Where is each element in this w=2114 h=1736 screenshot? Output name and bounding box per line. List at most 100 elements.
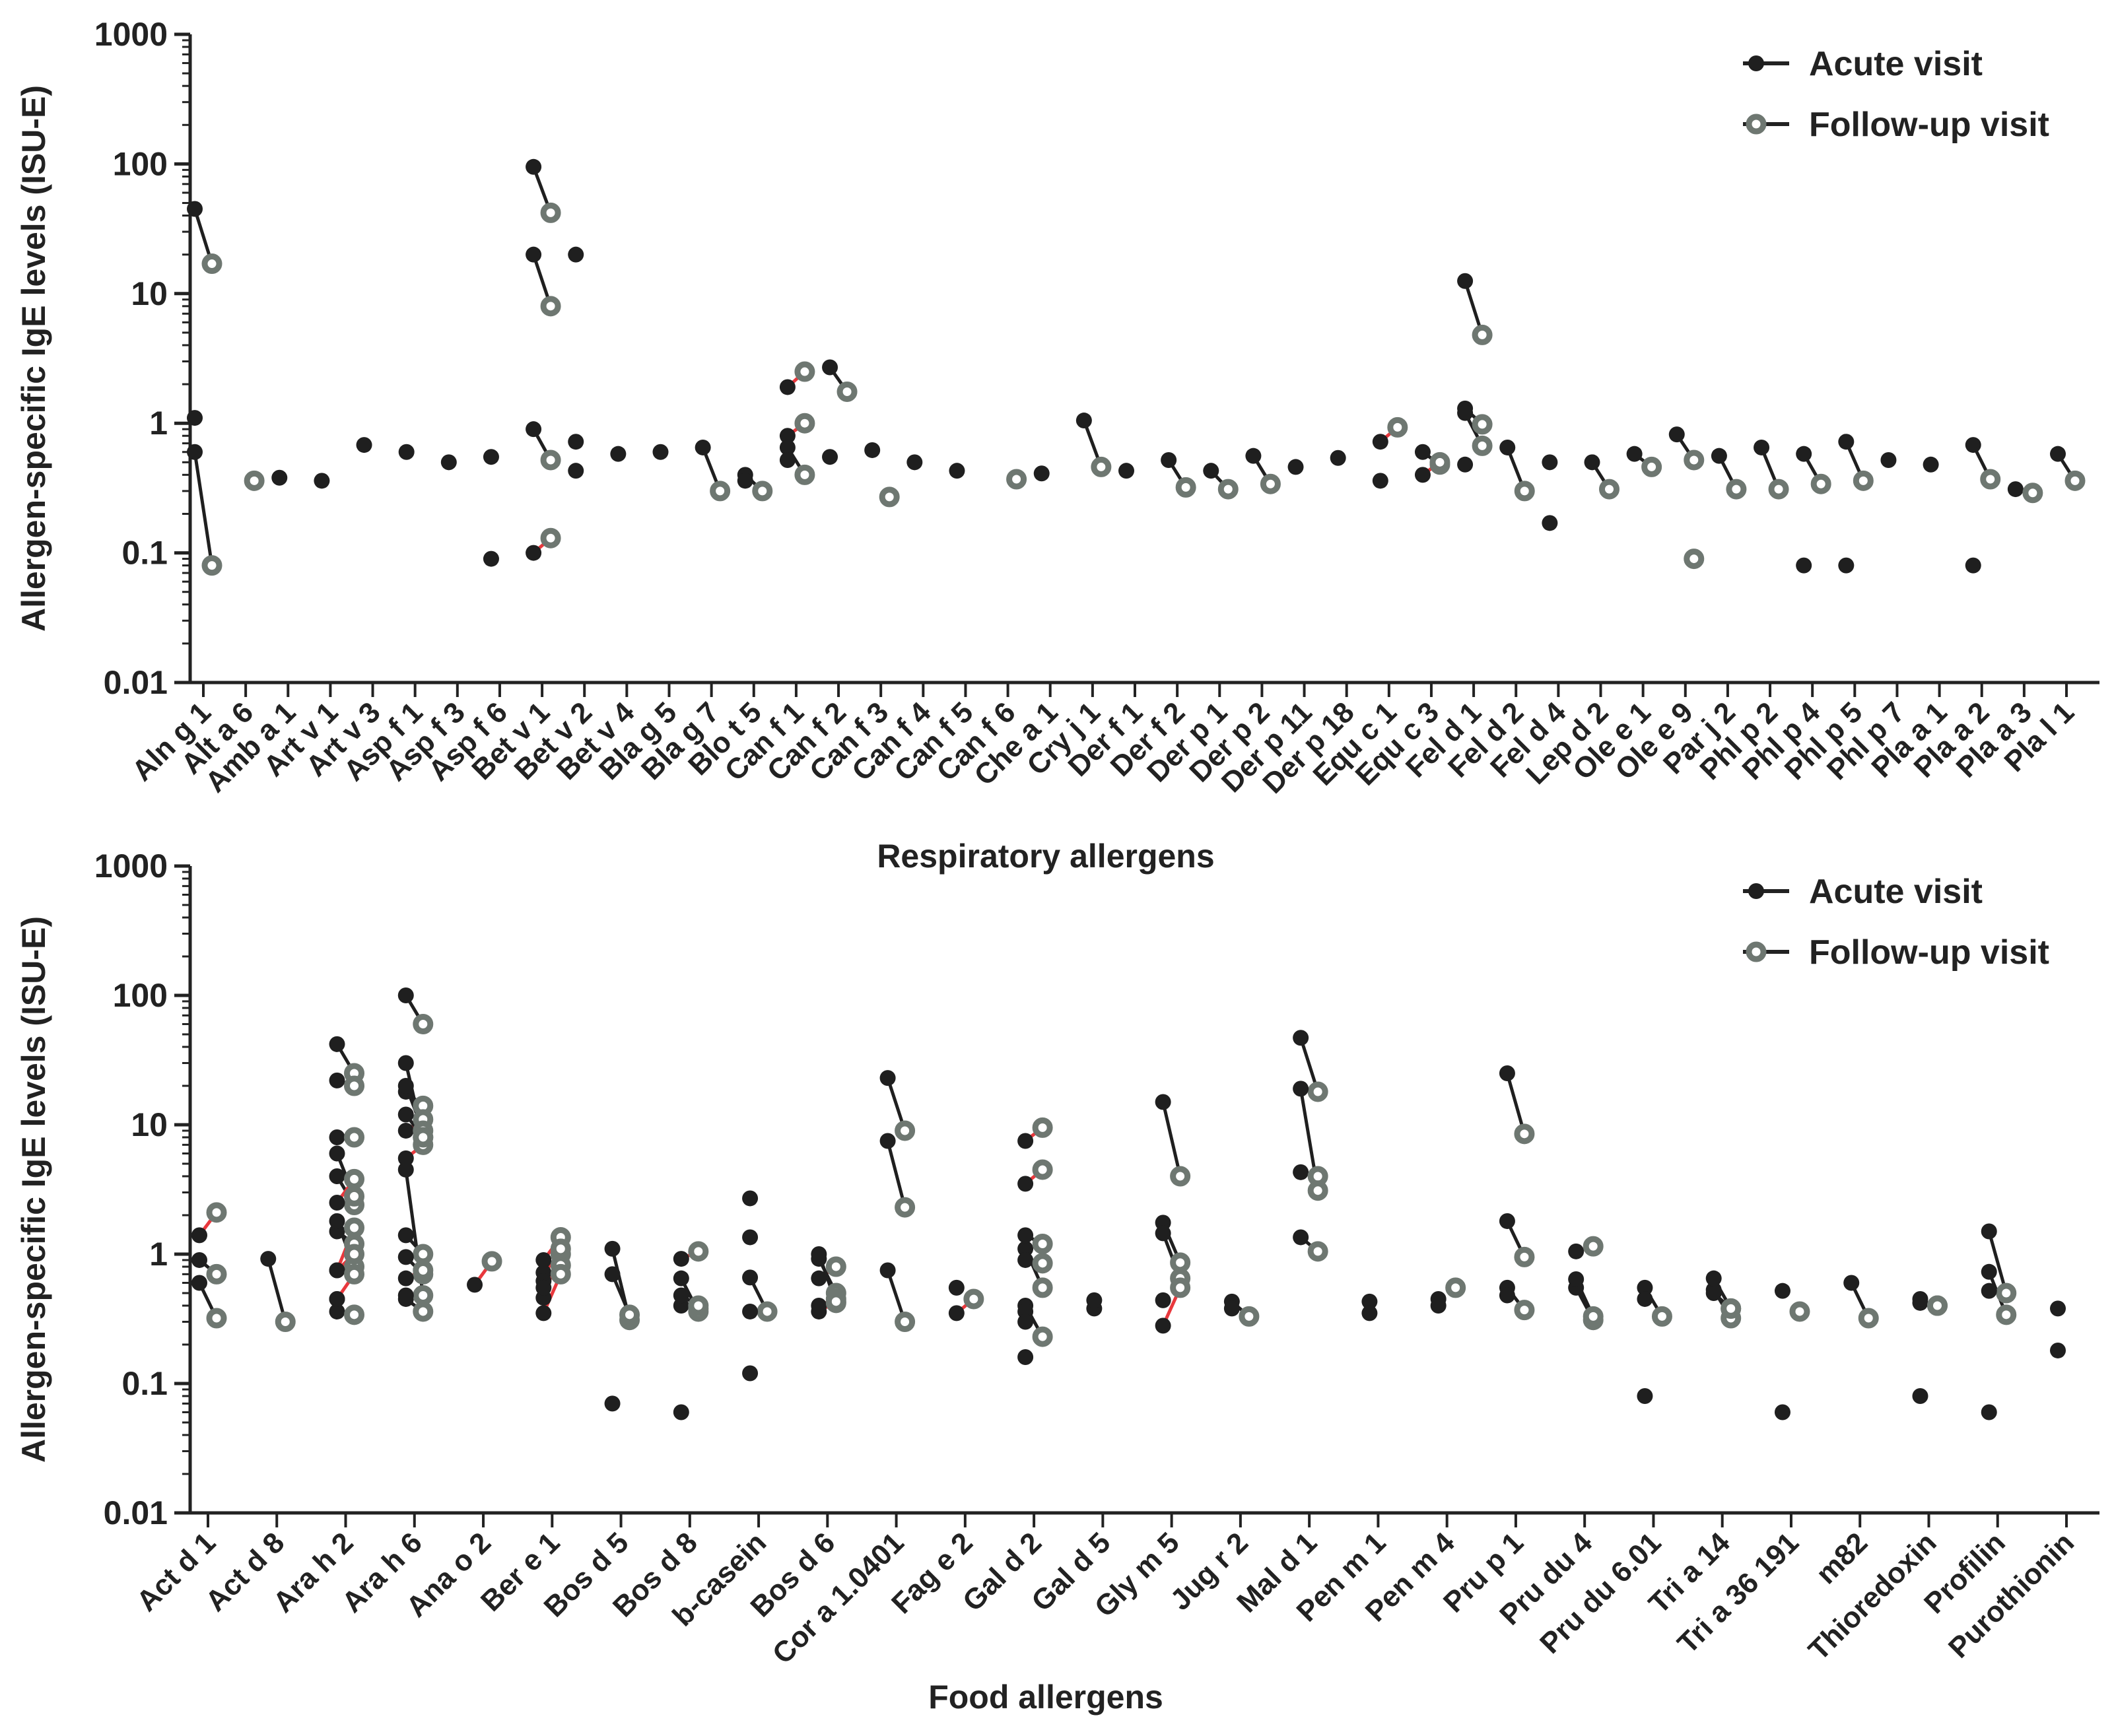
y-tick-label: 0.1	[121, 535, 168, 572]
acute-point	[329, 1262, 345, 1279]
followup-point	[794, 413, 815, 434]
acute-point	[397, 1287, 414, 1304]
followup-point	[206, 1202, 227, 1223]
acute-point	[673, 1270, 689, 1286]
acute-point	[329, 1145, 345, 1162]
acute-point	[1155, 1094, 1171, 1110]
acute-point	[1668, 426, 1685, 443]
y-tick-label: 10	[131, 1106, 168, 1143]
followup-point	[1810, 473, 1831, 494]
acute-point	[1075, 413, 1092, 429]
followup-point	[1429, 451, 1450, 473]
acute-point	[535, 1252, 552, 1268]
acute-point	[568, 246, 584, 263]
acute-point	[260, 1251, 277, 1267]
acute-point	[1017, 1240, 1034, 1257]
pair-line	[886, 1140, 907, 1208]
followup-point	[1091, 456, 1112, 477]
followup-point	[895, 1120, 916, 1141]
acute-point	[1293, 1229, 1309, 1246]
acute-point	[779, 439, 796, 455]
acute-point	[742, 1269, 759, 1286]
acute-point	[879, 1070, 896, 1086]
acute-point	[1499, 1287, 1515, 1304]
y-tick-label: 1	[149, 1236, 168, 1273]
acute-point	[1912, 1387, 1928, 1404]
acute-point	[1155, 1225, 1171, 1242]
followup-point	[344, 1075, 365, 1096]
followup-point	[1307, 1180, 1328, 1201]
pair-line	[1505, 1073, 1526, 1135]
acute-point	[2050, 1300, 2066, 1317]
acute-point	[191, 1252, 207, 1268]
acute-point	[1033, 465, 1050, 482]
followup-point	[1032, 1326, 1053, 1347]
acute-point	[779, 428, 796, 444]
y-tick-label: 0.01	[104, 1494, 168, 1531]
legend-acute-marker	[1748, 55, 1764, 71]
followup-point	[2022, 483, 2043, 504]
followup-point	[540, 296, 561, 317]
acute-point	[1637, 1279, 1653, 1296]
x-axis-label: Respiratory allergens	[877, 838, 1214, 875]
acute-point	[1414, 444, 1431, 460]
acute-point	[329, 1072, 345, 1088]
followup-point	[206, 1263, 227, 1285]
y-tick-label: 0.01	[104, 664, 168, 701]
followup-point	[1472, 324, 1493, 345]
acute-point	[1293, 1081, 1309, 1097]
acute-point	[906, 454, 923, 471]
acute-point	[398, 444, 415, 460]
followup-point	[895, 1311, 916, 1332]
legend-label: Follow-up visit	[1809, 933, 2049, 972]
y-tick-label: 100	[113, 977, 168, 1014]
followup-point	[1032, 1117, 1053, 1138]
acute-point	[2050, 1342, 2066, 1358]
acute-point	[1430, 1297, 1447, 1314]
followup-point	[275, 1311, 296, 1332]
acute-point	[1293, 1030, 1309, 1046]
followup-point	[1996, 1304, 2017, 1325]
y-tick-label: 1000	[94, 848, 168, 885]
followup-point	[1684, 450, 1705, 471]
acute-point	[1330, 450, 1346, 466]
acute-point	[397, 1227, 414, 1244]
followup-point	[1996, 1283, 2017, 1304]
acute-point	[397, 1270, 414, 1286]
acute-point	[949, 463, 965, 479]
followup-point	[344, 1244, 365, 1265]
acute-point	[811, 1270, 827, 1286]
acute-point	[948, 1305, 965, 1321]
followup-point	[1170, 1252, 1191, 1273]
acute-point	[187, 444, 203, 460]
followup-point	[1032, 1233, 1053, 1254]
acute-point	[1880, 451, 1897, 468]
y-axis-label: Allergen-specific IgE levels (ISU-E)	[15, 85, 52, 632]
acute-point	[1542, 454, 1558, 471]
acute-point	[568, 434, 584, 450]
acute-point	[779, 379, 796, 395]
followup-point	[550, 1238, 571, 1259]
followup-point	[481, 1251, 502, 1272]
acute-point	[397, 1161, 414, 1178]
acute-point	[1499, 439, 1516, 455]
y-tick-label: 1	[149, 405, 168, 442]
followup-point	[206, 1308, 227, 1329]
y-tick-label: 100	[113, 145, 168, 182]
acute-point	[2050, 446, 2066, 462]
followup-point	[879, 486, 900, 508]
followup-point	[1726, 479, 1747, 500]
followup-point	[1721, 1298, 1742, 1319]
acute-point	[1223, 1300, 1240, 1317]
acute-point	[1361, 1305, 1378, 1321]
followup-point	[201, 555, 222, 576]
acute-point	[1705, 1270, 1722, 1286]
acute-point	[1626, 446, 1643, 462]
acute-point	[1155, 1318, 1171, 1334]
followup-point	[794, 361, 815, 382]
followup-point	[1514, 1123, 1535, 1145]
acute-point	[526, 545, 542, 561]
acute-point	[191, 1227, 207, 1244]
acute-point	[742, 1365, 759, 1382]
